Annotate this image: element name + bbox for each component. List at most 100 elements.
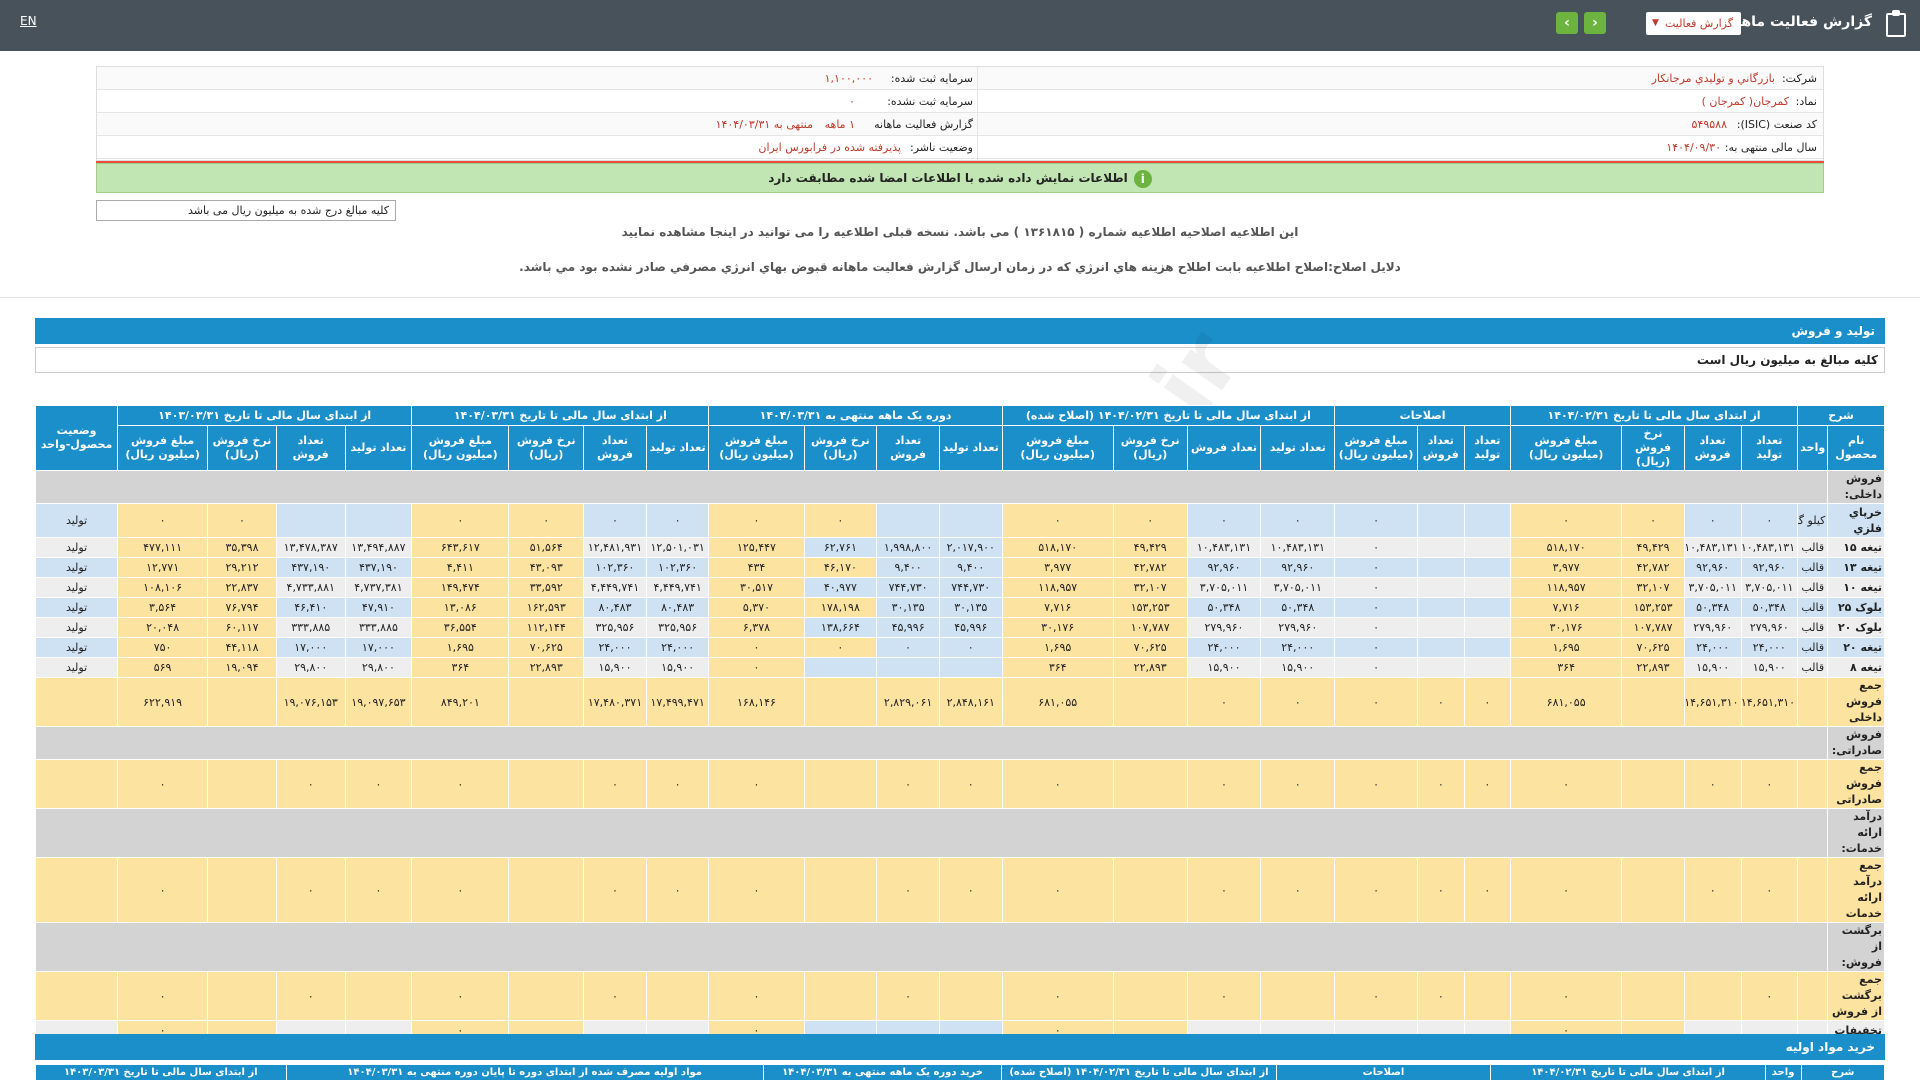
table-cell: ۳۲,۱۰۷	[1621, 577, 1685, 598]
column-header: تعداد تولید	[1463, 425, 1512, 471]
table-cell	[344, 971, 413, 1021]
table-cell: ۴۳,۰۹۳	[508, 557, 585, 578]
table-cell: ۴,۴۴۹,۷۴۱	[583, 577, 647, 598]
table-cell: ۳,۷۰۵,۰۱۱	[1683, 577, 1742, 598]
table-cell: ۰	[583, 503, 647, 538]
table-cell: ۲۲,۸۹۳	[1621, 657, 1685, 678]
table-cell: ۱۱۲,۱۴۴	[508, 617, 585, 638]
table-cell: ۰	[708, 971, 805, 1021]
table-cell: ۴۷,۹۱۰	[344, 597, 413, 618]
next-report-button[interactable]: ›	[1584, 12, 1606, 34]
table-cell	[1112, 971, 1188, 1021]
table-cell: ۱۵,۹۰۰	[645, 657, 710, 678]
table-cell: ۲۴,۰۰۰	[645, 637, 710, 658]
table-cell	[645, 971, 710, 1021]
table-cell: ۰	[708, 637, 805, 658]
column-header: اصلاحات	[1275, 1064, 1492, 1081]
table-cell: ۰	[1186, 677, 1262, 727]
table-cell: کیلو گرم	[1797, 503, 1829, 538]
table-cell: ۰	[1417, 759, 1465, 809]
table-cell	[1797, 971, 1829, 1021]
table-cell: ۰	[1186, 503, 1262, 538]
table-cell	[938, 503, 1003, 538]
table-cell: ۴۳۷,۱۹۰	[275, 557, 346, 578]
table-cell	[508, 971, 585, 1021]
column-header: مبلغ فروش (میلیون ریال)	[1001, 425, 1114, 471]
table-cell: ۰	[803, 637, 878, 658]
report-period-end: منتهی به ۱۴۰۴/۰۳/۳۱	[715, 118, 813, 131]
table-cell: ۰	[1260, 857, 1336, 923]
table-cell: ۶۲,۷۶۱	[803, 537, 878, 558]
table-cell: ۲۴,۰۰۰	[1186, 637, 1262, 658]
table-cell: ۰	[938, 759, 1003, 809]
report-type-select[interactable]: ▼ گزارش فعالیت	[1646, 12, 1741, 35]
table-cell: ۱۴,۶۵۱,۳۱۰	[1683, 677, 1742, 727]
table-cell: ۳,۷۰۵,۰۱۱	[1740, 577, 1799, 598]
table-cell: ۰	[117, 971, 209, 1021]
table-cell: قالب	[1797, 637, 1829, 658]
table-cell: ۴,۴۱۱	[411, 557, 510, 578]
table-cell: ۴۷۷,۱۱۱	[117, 537, 209, 558]
table-cell: ۰	[411, 759, 510, 809]
table-cell: ۷۴۴,۷۳۰	[876, 577, 940, 598]
table-cell: ۲,۸۴۸,۱۶۱	[938, 677, 1003, 727]
table-cell: ۰	[876, 637, 940, 658]
company-info-box: شرکت: بازرگاني و توليدي مرجانكار نماد: ک…	[96, 66, 1824, 161]
table-cell: ۱۱۸,۹۵۷	[1510, 577, 1623, 598]
table-cell: ۲۴,۰۰۰	[583, 637, 647, 658]
row-label: بلوک ۲۰	[1827, 617, 1885, 638]
column-header: نام محصول	[1827, 425, 1885, 471]
table-cell: ۱۵,۹۰۰	[583, 657, 647, 678]
row-filler	[34, 726, 1829, 760]
table-cell: ۳۰,۱۳۵	[876, 597, 940, 618]
prev-report-button[interactable]: ‹	[1556, 12, 1578, 34]
table-cell: ۴۰,۹۷۷	[803, 577, 878, 598]
table-cell	[1417, 577, 1465, 598]
table-cell: ۰	[1186, 971, 1262, 1021]
table-cell: ۴,۴۴۹,۷۴۱	[645, 577, 710, 598]
table-cell: ۴۶,۴۱۰	[275, 597, 346, 618]
table-cell: ۴۲,۷۸۲	[1112, 557, 1188, 578]
table-cell	[1417, 503, 1465, 538]
table-cell: ۱۹,۰۷۶,۱۵۳	[275, 677, 346, 727]
table-cell	[803, 657, 878, 678]
correction-note[interactable]: این اطلاعیه اصلاحیه اطلاعیه شماره ( ۱۳۶۱…	[621, 225, 1299, 239]
symbol-value[interactable]: کمرجان( کمرجان )	[1701, 95, 1789, 108]
table-cell: ۰	[1683, 503, 1742, 538]
table-cell: ۰	[1334, 971, 1419, 1021]
table-cell: ۵۰,۳۴۸	[1186, 597, 1262, 618]
fiscal-year-value: ۱۴۰۴/۰۹/۳۰	[1666, 141, 1721, 154]
table-cell: ۵۰,۳۴۸	[1260, 597, 1336, 618]
table-cell: ۰	[275, 971, 346, 1021]
table-cell: قالب	[1797, 597, 1829, 618]
table-cell	[1417, 597, 1465, 618]
table-cell: ۰	[411, 971, 510, 1021]
column-header: مبلغ فروش (میلیون ریال)	[1334, 425, 1419, 471]
column-header: نرخ فروش (ریال)	[1621, 425, 1685, 471]
table-cell: ۰	[1001, 759, 1114, 809]
table-cell: ۷۵۰	[117, 637, 209, 658]
table-cell: تولید	[34, 577, 119, 598]
table-cell: ۱۳,۴۷۸,۳۸۷	[275, 537, 346, 558]
table-cell: ۰	[1334, 557, 1419, 578]
row-label: تیغه ۱۵	[1827, 537, 1885, 558]
table-cell: ۹,۴۰۰	[876, 557, 940, 578]
table-cell: ۱۵,۹۰۰	[1260, 657, 1336, 678]
table-cell: ۱۲,۴۸۱,۹۳۱	[583, 537, 647, 558]
table-cell: ۰	[1334, 657, 1419, 678]
table-cell: تولید	[34, 597, 119, 618]
table-cell: ۰	[1186, 857, 1262, 923]
table-cell	[1463, 537, 1512, 558]
capital-label: سرمایه ثبت شده:	[890, 72, 973, 85]
table-cell: ۱۰,۴۸۳,۱۳۱	[1740, 537, 1799, 558]
table-cell: ۱۷,۰۰۰	[275, 637, 346, 658]
table-cell: تولید	[34, 617, 119, 638]
column-header: تعداد تولید	[1260, 425, 1336, 471]
column-header: تعداد فروش	[583, 425, 647, 471]
language-toggle[interactable]: EN	[20, 14, 37, 28]
group-header: شرح	[1797, 405, 1885, 426]
table-cell	[207, 971, 277, 1021]
table-cell: ۵۰,۳۴۸	[1683, 597, 1742, 618]
table-cell: ۶۸۱,۰۵۵	[1001, 677, 1114, 727]
table-cell: ۵۰,۳۴۸	[1740, 597, 1799, 618]
